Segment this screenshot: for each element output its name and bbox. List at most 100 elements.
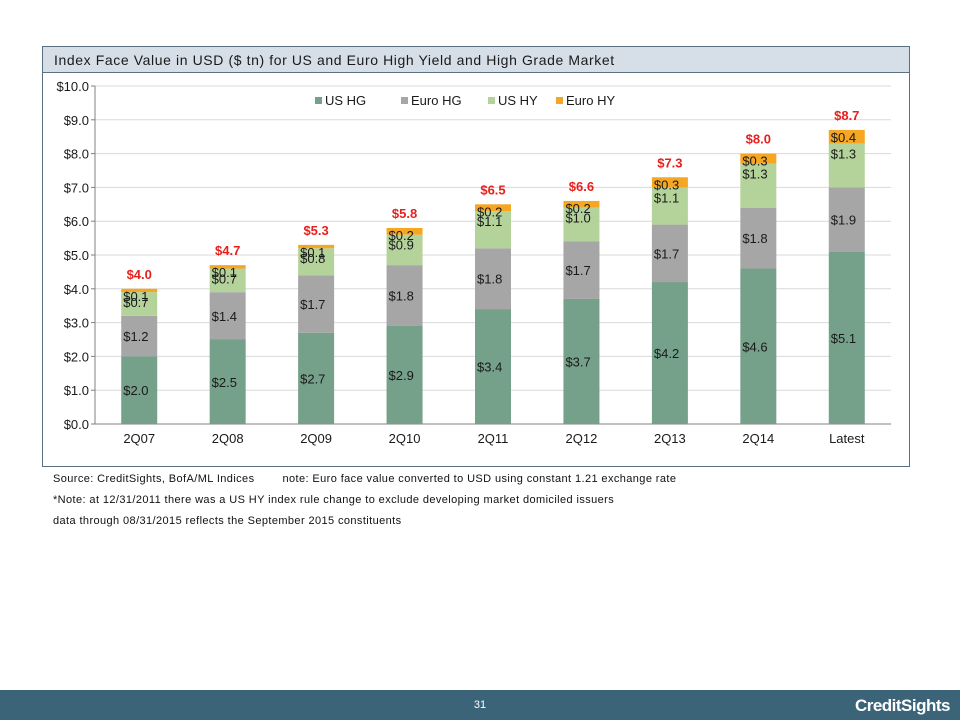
page-number: 31 [473,699,487,711]
legend-label-euro-hg: Euro HG [411,93,462,108]
y-tick-label: $9.0 [64,113,89,128]
y-tick-label: $10.0 [56,79,89,94]
data-label-euro-hy: $0.1 [123,289,148,304]
bar-us-hy [209,268,246,293]
data-label-euro-hy: $0.4 [831,130,856,145]
y-tick-label: $6.0 [64,214,89,229]
data-label-us-hg: $3.4 [477,360,502,375]
data-label-us-hy: $1.3 [831,146,856,161]
data-label-euro-hy: $0.2 [389,228,414,243]
data-label-us-hy: $1.1 [477,214,502,229]
x-tick-label: 2Q10 [389,431,421,446]
bar-euro-hg [386,265,423,326]
data-label-us-hy: $1.3 [742,167,767,182]
data-label-euro-hy: $0.3 [742,154,767,169]
chart-title: Index Face Value in USD ($ tn) for US an… [43,47,909,73]
legend-label-us-hy: US HY [498,93,538,108]
data-label-euro-hy: $0.3 [654,177,679,192]
data-label-us-hg: $3.7 [565,354,590,369]
bar-us-hg [121,356,158,424]
data-label-us-hy: $0.7 [212,272,237,287]
x-tick-label: 2Q12 [566,431,598,446]
y-tick-label: $4.0 [64,282,89,297]
data-label-euro-hy: $0.1 [300,245,325,260]
fx-note: note: Euro face value converted to USD u… [282,473,677,485]
total-label: $4.7 [215,243,240,258]
bar-us-hy [298,248,335,276]
data-label-euro-hg: $1.7 [654,246,679,261]
x-tick-label: 2Q13 [654,431,686,446]
bar-us-hy [563,207,600,242]
bar-us-hy [651,187,688,225]
data-label-euro-hg: $1.4 [212,309,237,324]
y-tick-label: $7.0 [64,180,89,195]
data-label-us-hy: $0.9 [389,238,414,253]
bar-us-hy [475,211,511,249]
total-label: $6.5 [480,182,505,197]
bar-us-hy [828,143,865,188]
data-label-euro-hy: $0.2 [565,201,590,216]
y-tick-label: $0.0 [64,417,89,432]
total-label: $8.0 [746,132,771,147]
bar-euro-hy [121,288,158,293]
bar-euro-hg [475,248,511,310]
bar-euro-hy [740,153,777,164]
bar-us-hg [298,332,335,424]
bar-us-hy [386,234,423,266]
bar-euro-hy [298,244,335,249]
data-label-us-hg: $5.1 [831,331,856,346]
bar-us-hg [475,309,511,424]
data-label-us-hg: $2.0 [123,383,148,398]
bar-us-hg [209,339,246,424]
data-label-euro-hg: $1.7 [300,297,325,312]
y-tick-label: $8.0 [64,147,89,162]
legend-label-us-hg: US HG [325,93,366,108]
data-label-us-hg: $2.5 [212,375,237,390]
legend-label-euro-hy: Euro HY [566,93,615,108]
source-line: Source: CreditSights, BofA/ML Indices not… [53,472,676,493]
bar-us-hy [740,163,777,208]
bar-us-hg [740,268,777,424]
data-through-note: data through 08/31/2015 reflects the Sep… [53,515,402,527]
chart-notes: Source: CreditSights, BofA/ML Indices not… [53,472,676,535]
bar-us-hg [828,251,865,424]
data-label-euro-hg: $1.9 [831,213,856,228]
data-label-us-hg: $2.7 [300,371,325,386]
y-tick-label: $2.0 [64,349,89,364]
data-label-us-hy: $0.8 [300,251,325,266]
data-label-us-hg: $4.2 [654,346,679,361]
source-note: Source: CreditSights, BofA/ML Indices [53,473,255,485]
data-label-euro-hg: $1.2 [123,329,148,344]
y-tick-label: $1.0 [64,383,89,398]
bar-us-hy [121,292,158,316]
x-tick-label: 2Q14 [742,431,774,446]
y-tick-label: $3.0 [64,316,89,331]
bar-euro-hg [563,241,600,299]
bar-euro-hg [121,315,158,357]
x-tick-label: Latest [829,431,865,446]
total-label: $5.8 [392,206,417,221]
bar-euro-hy [475,204,511,212]
data-label-us-hg: $4.6 [742,339,767,354]
x-tick-label: 2Q07 [123,431,155,446]
total-label: $7.3 [657,155,682,170]
data-label-euro-hy: $0.2 [477,204,502,219]
bar-euro-hy [386,227,423,235]
bar-euro-hg [740,207,777,269]
bar-euro-hy [209,265,246,269]
chart-panel: Index Face Value in USD ($ tn) for US an… [42,46,910,467]
data-label-us-hg: $2.9 [389,368,414,383]
bar-us-hg [563,298,600,424]
stacked-bar-chart: $0.0 $1.0 $2.0 $3.0 $4.0 $5.0 $6.0 $7.0 $8.0 $9.0… [56,79,891,446]
legend-swatch-us-hg [315,97,322,104]
data-label-euro-hg: $1.8 [389,289,414,304]
bar-us-hg [386,325,423,424]
total-label: $4.0 [127,267,152,282]
total-label: $5.3 [303,223,328,238]
legend-swatch-euro-hg [401,97,408,104]
x-tick-label: 2Q09 [300,431,332,446]
legend-swatch-euro-hy [556,97,563,104]
data-label-euro-hy: $0.1 [212,265,237,280]
total-label: $6.6 [569,179,594,194]
data-label-us-hy: $1.1 [654,190,679,205]
